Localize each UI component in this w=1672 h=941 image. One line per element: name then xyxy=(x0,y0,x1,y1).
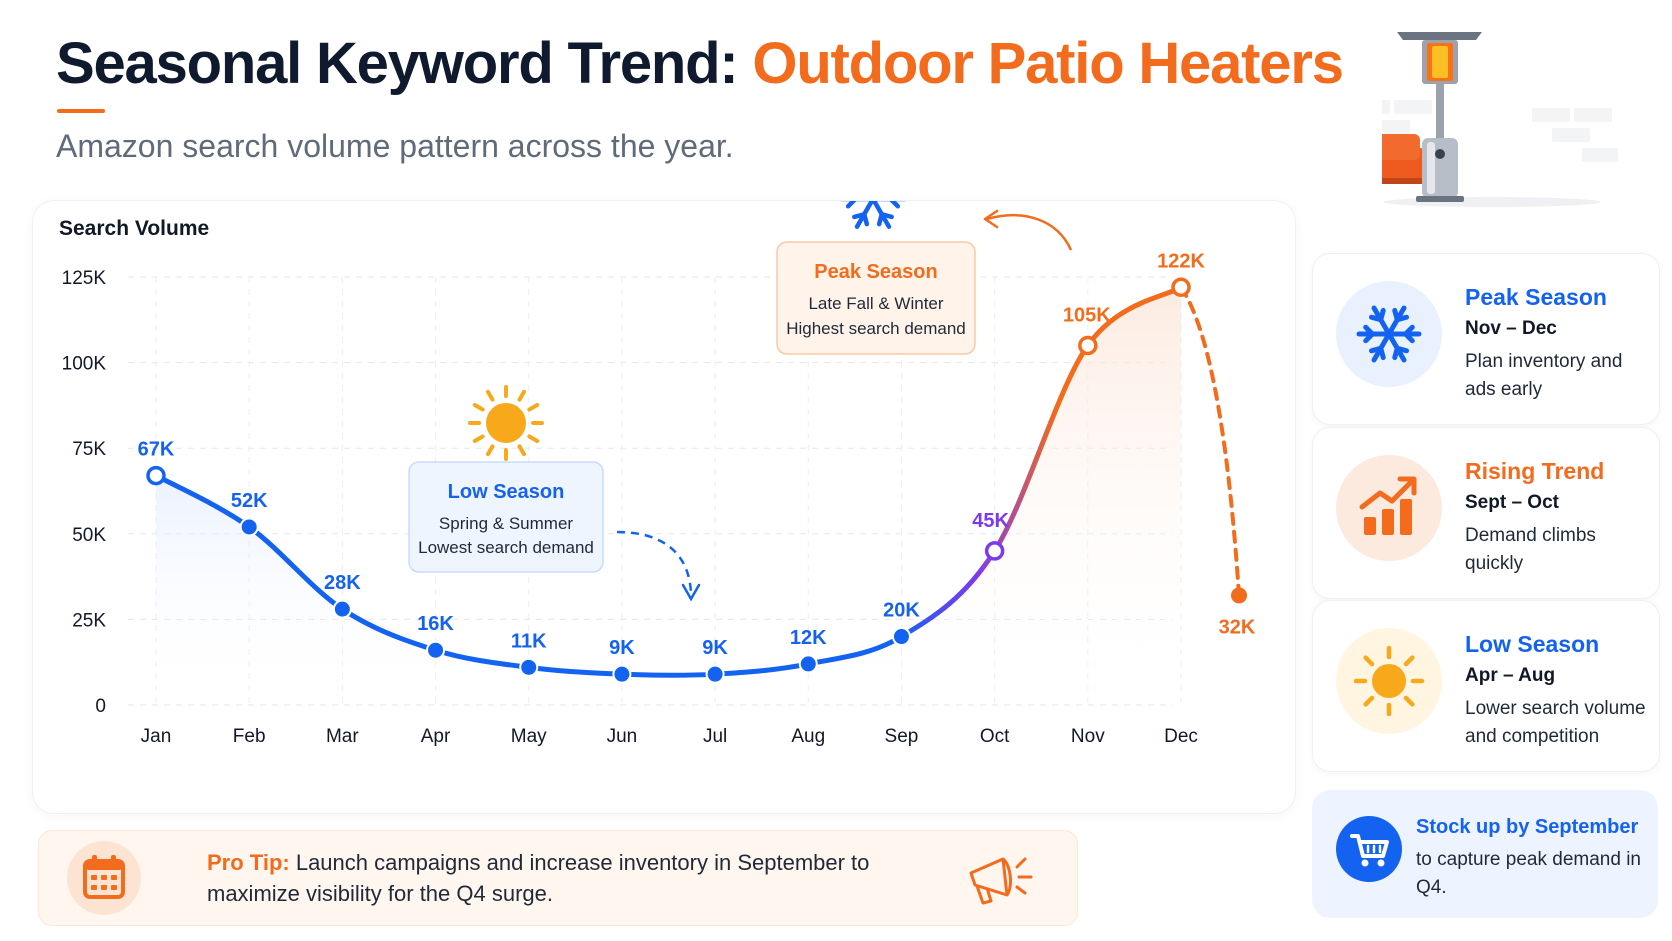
data-label: 16K xyxy=(417,613,454,635)
x-tick-label: Aug xyxy=(791,726,825,747)
x-tick-label: Dec xyxy=(1164,726,1198,747)
shopping-cart-icon xyxy=(1336,816,1402,882)
data-label: 9K xyxy=(702,637,728,659)
data-point xyxy=(612,664,632,684)
snowflake-icon xyxy=(1336,281,1442,387)
data-point xyxy=(1171,277,1191,298)
data-label: 28K xyxy=(324,572,361,594)
peak-season-desc: Plan inventory and ads early xyxy=(1465,351,1623,400)
x-tick-label: Jul xyxy=(703,726,727,747)
peak-season-card: Peak Season Nov – Dec Plan inventory and… xyxy=(1312,253,1660,425)
x-tick-label: Nov xyxy=(1071,726,1105,747)
x-tick-label: Apr xyxy=(421,726,451,747)
area-low xyxy=(156,475,902,705)
low-season-card: Low Season Apr – Aug Lower search volume… xyxy=(1312,600,1660,772)
low-season-callout-line2: Lowest search demand xyxy=(418,538,594,557)
chart-card: Search Volume 125K 100K 75K 50K 25K 0 Jan Feb Mar… xyxy=(32,200,1296,814)
data-label: 122K xyxy=(1157,250,1205,272)
low-season-desc: Lower search volume and competition xyxy=(1465,698,1646,747)
data-point xyxy=(332,599,352,619)
peak-season-callout-title: Peak Season xyxy=(814,261,937,283)
data-label: 67K xyxy=(138,439,175,461)
sun-icon xyxy=(468,385,544,461)
x-tick-label: Oct xyxy=(980,726,1010,747)
pro-tip-text: Pro Tip: Launch campaigns and increase i… xyxy=(207,847,907,909)
rising-trend-range: Sept – Oct xyxy=(1465,492,1559,513)
stock-up-desc: to capture peak demand in Q4. xyxy=(1416,849,1641,898)
y-tick-label: 25K xyxy=(72,610,106,631)
drop-point xyxy=(1231,587,1247,604)
line-chart: Search Volume 125K 100K 75K 50K 25K 0 Jan Feb Mar… xyxy=(59,201,1256,747)
pro-tip-body: Launch campaigns and increase inventory … xyxy=(207,850,870,906)
y-axis-title: Search Volume xyxy=(59,217,209,240)
y-tick-label: 100K xyxy=(62,354,107,375)
calendar-icon xyxy=(67,841,141,915)
data-label: 9K xyxy=(609,637,635,659)
series-line xyxy=(153,284,1184,678)
y-tick-label: 125K xyxy=(62,268,107,289)
data-label: 105K xyxy=(1063,304,1111,326)
x-tick-label: Mar xyxy=(326,726,359,747)
rising-trend-title: Rising Trend xyxy=(1465,458,1605,484)
y-tick-label: 0 xyxy=(95,696,106,717)
data-point xyxy=(705,664,725,684)
title-main: Seasonal Keyword Trend: xyxy=(56,31,753,96)
stock-up-title: Stock up by September xyxy=(1416,816,1639,838)
data-label: 12K xyxy=(790,627,827,649)
low-season-title: Low Season xyxy=(1465,631,1600,657)
sun-icon xyxy=(1336,628,1442,734)
pro-tip-card: Pro Tip: Launch campaigns and increase i… xyxy=(38,830,1078,926)
page-title: Seasonal Keyword Trend: Outdoor Patio He… xyxy=(56,30,1344,97)
area-peak xyxy=(901,287,1181,705)
low-season-arrow xyxy=(616,530,693,594)
data-label: 45K xyxy=(972,510,1009,532)
data-point xyxy=(146,465,166,486)
y-tick-label: 75K xyxy=(72,439,106,460)
peak-season-arrow xyxy=(986,214,1073,251)
peak-season-callout-line1: Late Fall & Winter xyxy=(808,294,943,313)
bar-chart-trend-icon xyxy=(1336,455,1442,561)
x-tick-label: Jun xyxy=(607,726,638,747)
peak-season-range: Nov – Dec xyxy=(1465,318,1557,339)
drop-line xyxy=(1179,285,1241,598)
data-label: 11K xyxy=(511,630,547,652)
data-point xyxy=(239,517,259,537)
data-point xyxy=(798,654,818,674)
title-underline xyxy=(57,109,105,113)
title-accent: Outdoor Patio Heaters xyxy=(752,31,1344,96)
low-season-range: Apr – Aug xyxy=(1465,665,1556,686)
x-tick-label: May xyxy=(511,726,547,747)
low-season-callout-line1: Spring & Summer xyxy=(439,514,573,533)
peak-season-arrowhead xyxy=(983,209,999,229)
x-tick-label: Feb xyxy=(233,726,266,747)
data-point xyxy=(426,640,446,660)
data-label: 52K xyxy=(231,490,268,512)
heater-icon xyxy=(1397,32,1482,202)
data-point xyxy=(1078,335,1098,356)
drop-data-label: 32K xyxy=(1219,616,1256,638)
snowflake-icon xyxy=(839,201,907,229)
data-point xyxy=(984,541,1005,561)
stock-up-card: Stock up by September to capture peak de… xyxy=(1312,790,1658,918)
x-tick-label: Sep xyxy=(885,726,919,747)
page-subtitle: Amazon search volume pattern across the … xyxy=(56,128,734,164)
y-tick-label: 50K xyxy=(72,525,106,546)
low-season-callout xyxy=(408,461,604,573)
peak-season-title: Peak Season xyxy=(1465,284,1607,310)
pro-tip-lead: Pro Tip: xyxy=(207,850,290,875)
low-season-callout-title: Low Season xyxy=(448,481,565,503)
x-tick-label: Jan xyxy=(141,726,172,747)
peak-season-callout xyxy=(776,241,976,355)
rising-trend-desc: Demand climbs quickly xyxy=(1465,525,1596,574)
data-point xyxy=(519,657,539,677)
peak-season-callout-line2: Highest search demand xyxy=(786,319,966,338)
rising-trend-card: Rising Trend Sept – Oct Demand climbs qu… xyxy=(1312,427,1660,599)
low-season-arrowhead xyxy=(681,583,701,602)
megaphone-icon xyxy=(969,857,1033,905)
data-point xyxy=(891,627,911,647)
patio-heater-illustration xyxy=(1382,32,1632,210)
data-label: 20K xyxy=(883,600,920,622)
